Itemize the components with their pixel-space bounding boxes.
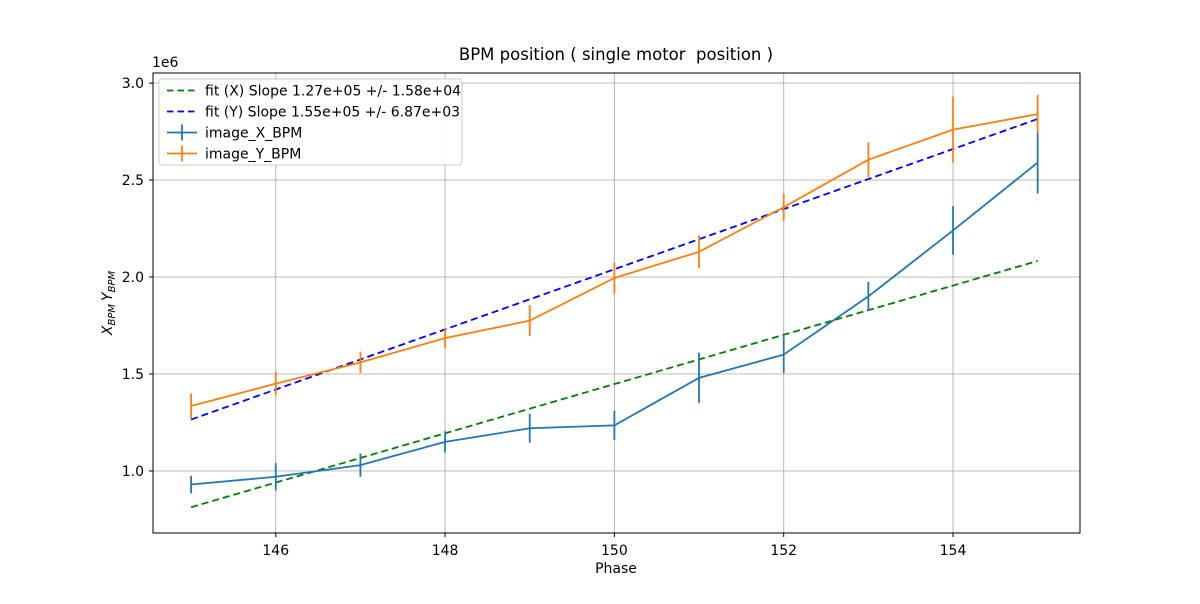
x-tick-label: 150: [601, 543, 628, 559]
y-tick-label: 3.0: [122, 76, 144, 92]
chart-title: BPM position ( single motor position ): [459, 45, 773, 64]
x-tick-label: 146: [262, 543, 289, 559]
y-tick-label: 2.0: [122, 270, 144, 286]
legend: fit (X) Slope 1.27e+05 +/- 1.58e+04 fit (…: [158, 78, 463, 166]
grid-lines: [153, 73, 1080, 533]
x-tick-label: 148: [432, 543, 459, 559]
y-axis-offset-label: 1e6: [152, 55, 179, 71]
legend-item-label: image_X_BPM: [205, 126, 302, 142]
x-tick-label: 152: [770, 543, 797, 559]
y-axis-label-sub-x: BPM: [107, 304, 118, 326]
legend-box: [158, 78, 463, 166]
legend-item-label: fit (X) Slope 1.27e+05 +/- 1.58e+04: [205, 84, 461, 100]
x-tick-label: 154: [940, 543, 967, 559]
y-tick-label: 2.5: [122, 173, 144, 189]
y-tick-label: 1.0: [122, 464, 144, 480]
axis-ticks: 146 148 150 152 154 1.0 1.5 2.0 2.5 3.0: [122, 76, 967, 559]
y-axis-label-var-x: X: [100, 325, 116, 336]
series-line-fit-(X)-Slope-1-27e-05-1-58e-04: [190, 260, 1038, 509]
legend-item-label: fit (Y) Slope 1.55e+05 +/- 6.87e+03: [205, 105, 460, 121]
data-series: [190, 94, 1039, 509]
y-axis-label-var-y: Y: [100, 291, 116, 301]
y-axis-label: XBPMYBPM: [100, 271, 118, 337]
y-tick-label: 1.5: [122, 367, 144, 383]
axes-border: [152, 72, 1081, 534]
legend-item-label: image_Y_BPM: [205, 147, 301, 163]
y-axis-label-sub-y: BPM: [107, 271, 118, 293]
x-axis-label: Phase: [595, 561, 637, 577]
